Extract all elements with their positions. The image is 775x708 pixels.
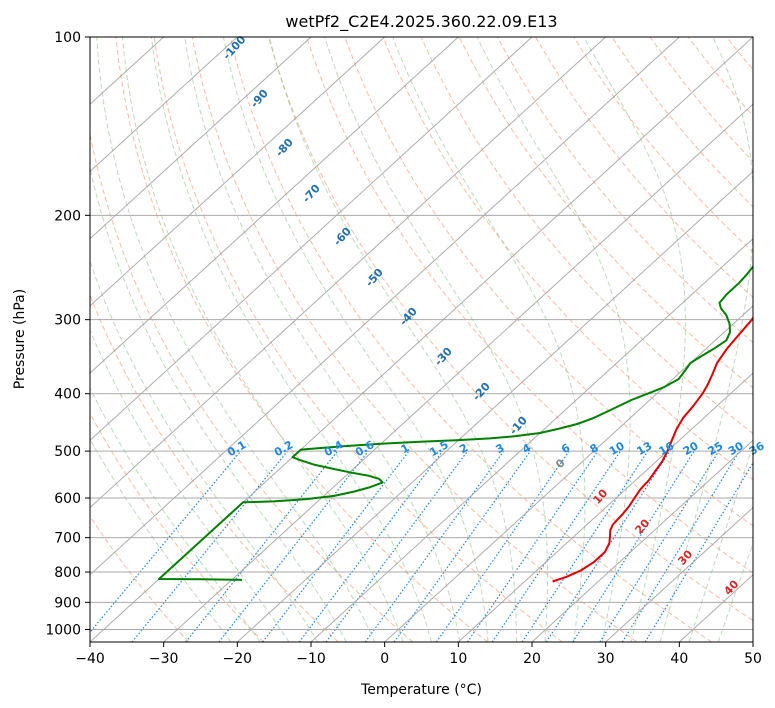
moist-adiabat-line xyxy=(688,444,753,642)
x-axis-label: Temperature (°C) xyxy=(360,682,482,698)
x-tick-label: 30 xyxy=(597,651,615,667)
isotherm-line xyxy=(457,372,753,642)
y-tick-label: 200 xyxy=(54,208,81,224)
moist-adiabat-line xyxy=(90,165,347,642)
mixing-ratio-line xyxy=(644,461,753,642)
isotherm-line xyxy=(90,37,312,240)
mixing-ratio-line xyxy=(599,450,720,642)
isotherm-line xyxy=(90,37,607,509)
dry-adiabat-line xyxy=(115,37,488,642)
y-tick-label: 300 xyxy=(54,313,81,329)
moist-adiabat-line xyxy=(90,438,232,642)
plot-frame xyxy=(89,36,754,643)
isotherm-line xyxy=(90,37,238,173)
y-tick-label: 100 xyxy=(54,30,81,46)
x-tick-label: −10 xyxy=(296,651,326,667)
y-tick-label: 500 xyxy=(54,444,81,460)
dry-adiabat-line xyxy=(268,37,753,622)
dry-adiabat-line xyxy=(382,37,753,481)
background-lines xyxy=(90,37,753,642)
x-tick-label: −20 xyxy=(223,651,253,667)
moist-adiabat-line xyxy=(476,37,631,642)
dry-adiabat-line xyxy=(90,412,264,642)
moist-adiabat-line xyxy=(659,37,753,642)
mixing-ratio-line xyxy=(262,450,410,642)
isotherm-line xyxy=(90,37,533,442)
mixing-ratio-line xyxy=(298,450,444,642)
moist-adiabat-line xyxy=(324,37,549,642)
x-tick-label: −40 xyxy=(75,651,105,667)
moist-adiabat-line xyxy=(184,37,461,642)
sounding-traces xyxy=(158,265,753,583)
y-tick-label: 900 xyxy=(54,595,81,611)
isotherm-line xyxy=(90,37,386,307)
y-tick-label: 600 xyxy=(54,491,81,507)
moist-adiabat-line xyxy=(583,37,686,642)
moist-adiabat-line xyxy=(90,259,319,642)
isotherm-line xyxy=(236,170,753,642)
mixing-ratio-line xyxy=(545,450,671,642)
y-tick-label: 700 xyxy=(54,531,81,547)
dry-adiabat-line xyxy=(535,37,753,298)
mixing-ratio-line xyxy=(467,450,599,642)
dewpoint-trace xyxy=(158,265,753,581)
y-tick-label: 400 xyxy=(54,387,81,403)
mixing-ratio-line xyxy=(435,450,570,642)
moist-adiabat-line xyxy=(90,328,290,642)
x-tick-label: 40 xyxy=(670,651,688,667)
moist-adiabat-line xyxy=(90,387,261,642)
moist-adiabat-line xyxy=(121,37,404,642)
chart-title: wetPf2_C2E4.2025.360.22.09.E13 xyxy=(285,12,557,32)
y-axis-ticks: 100 200 300 400 500 600 700 800 900 1000 xyxy=(45,30,90,638)
dry-adiabat-line xyxy=(420,37,753,435)
moist-adiabat-line xyxy=(717,542,753,642)
x-tick-label: −30 xyxy=(149,651,179,667)
x-tick-label: 50 xyxy=(744,651,762,667)
isotherm-line xyxy=(384,305,753,642)
mixing-ratio-line xyxy=(90,450,242,634)
moist-adiabat-line xyxy=(268,37,517,642)
mixing-ratio-line xyxy=(325,450,469,642)
x-tick-label: 10 xyxy=(449,651,467,667)
dry-adiabat-line xyxy=(306,37,753,574)
x-axis-ticks: −40 −30 −20 −10 0 10 20 30 40 50 xyxy=(75,642,762,667)
isotherm-line xyxy=(163,103,753,642)
x-tick-label: 20 xyxy=(523,651,541,667)
isotherm-line xyxy=(90,37,459,374)
y-axis-label: Pressure (hPa) xyxy=(12,289,28,389)
moist-adiabat-line xyxy=(392,37,586,642)
dry-adiabat-line xyxy=(153,37,563,642)
mixing-ratio-line xyxy=(521,450,649,642)
mixing-ratio-line xyxy=(364,450,505,642)
dry-adiabat-line xyxy=(496,37,753,344)
isotherm-line xyxy=(310,237,753,642)
x-tick-label: 0 xyxy=(380,651,389,667)
mixing-ratio-line xyxy=(185,450,339,642)
y-tick-label: 800 xyxy=(54,565,81,581)
isotherm-line xyxy=(531,439,753,642)
y-tick-label: 1000 xyxy=(45,622,81,638)
mixing-ratio-line xyxy=(131,450,289,642)
mixing-ratio-line xyxy=(621,450,740,642)
isotherm-line xyxy=(605,506,753,642)
moist-adiabat-line xyxy=(222,37,489,642)
mixing-ratio-line xyxy=(572,450,695,642)
moist-adiabat-line xyxy=(150,37,432,642)
isotherm-line xyxy=(90,37,680,576)
grid-lines xyxy=(90,37,753,642)
temperature-trace xyxy=(552,315,753,583)
mixing-ratio-line xyxy=(393,450,531,642)
